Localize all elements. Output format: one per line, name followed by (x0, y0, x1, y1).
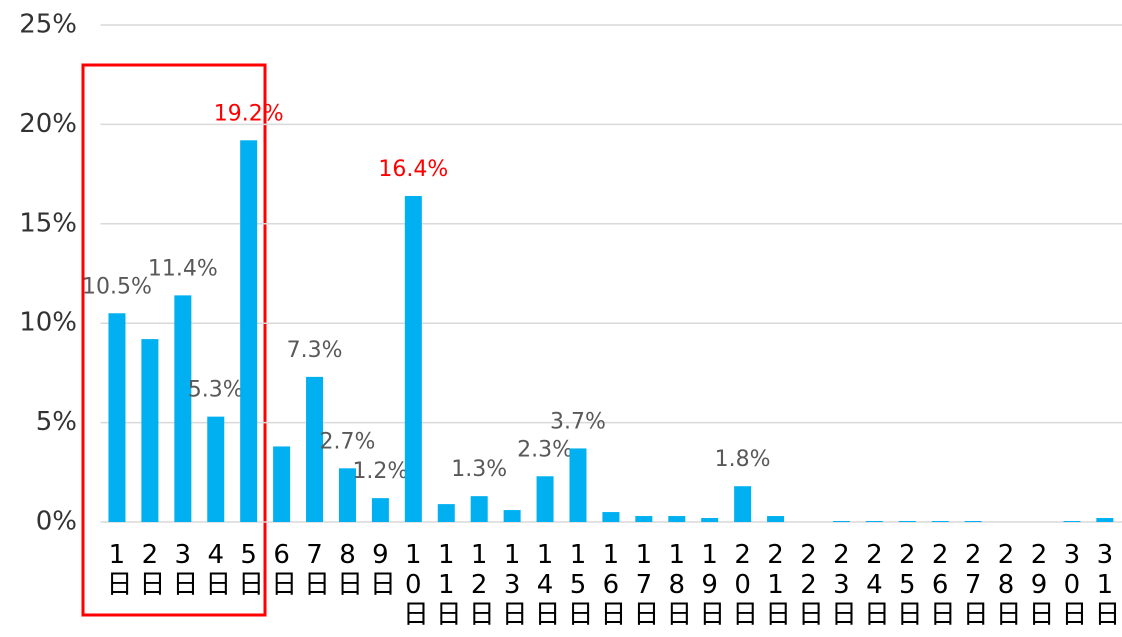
x-tick-label: 19日 (695, 540, 725, 626)
x-tick-label: 29日 (1024, 540, 1054, 626)
y-tick-label: 15% (19, 208, 77, 238)
bar (240, 140, 258, 522)
y-tick-label: 5% (36, 407, 77, 437)
x-tick-label: 25日 (892, 540, 922, 626)
x-tick-label: 28日 (991, 540, 1021, 626)
bar (371, 498, 389, 522)
y-tick-label: 0% (36, 507, 77, 537)
data-label: 1.2% (352, 459, 408, 484)
bar (1096, 518, 1114, 522)
x-tick-label: 1日 (102, 540, 132, 596)
bar (207, 416, 225, 522)
x-tick-label: 2日 (135, 540, 165, 596)
x-tick-label: 4日 (201, 540, 231, 596)
x-tick-label: 8日 (332, 540, 362, 596)
x-tick-label: 11日 (431, 540, 461, 626)
data-label: 2.3% (517, 437, 573, 462)
x-tick-label: 22日 (793, 540, 823, 626)
bar (602, 512, 620, 522)
highlight-box (81, 63, 267, 617)
bar (1063, 521, 1081, 522)
data-label: 10.5% (82, 274, 152, 299)
bar (141, 339, 159, 522)
x-tick-label: 27日 (958, 540, 988, 626)
x-tick-label: 5日 (234, 540, 264, 596)
bar (470, 496, 488, 522)
x-tick-label: 17日 (629, 540, 659, 626)
y-tick-label: 20% (19, 109, 77, 139)
y-tick-label: 10% (19, 308, 77, 338)
bar (832, 521, 850, 522)
bar (734, 486, 752, 522)
bar (404, 195, 422, 522)
x-tick-label: 18日 (662, 540, 692, 626)
bar (338, 468, 356, 522)
data-label: 5.3% (188, 378, 244, 403)
bar (536, 476, 554, 522)
bar (174, 295, 192, 522)
bar (931, 521, 949, 522)
data-label: 11.4% (148, 256, 218, 281)
bar (273, 446, 291, 522)
x-tick-label: 24日 (859, 540, 889, 626)
bar (306, 376, 324, 522)
bar (635, 516, 653, 522)
x-tick-label: 9日 (365, 540, 395, 596)
bar (437, 504, 455, 522)
x-tick-label: 26日 (925, 540, 955, 626)
x-tick-label: 6日 (267, 540, 297, 596)
bar (701, 518, 719, 522)
x-tick-label: 21日 (761, 540, 791, 626)
bar (898, 521, 916, 522)
y-tick-label: 25% (19, 10, 77, 40)
data-label: 3.7% (550, 409, 606, 434)
bar (668, 516, 686, 522)
x-tick-label: 15日 (563, 540, 593, 626)
x-tick-label: 7日 (300, 540, 330, 596)
data-label: 2.7% (320, 429, 376, 454)
data-label: 1.3% (451, 457, 507, 482)
x-tick-label: 13日 (497, 540, 527, 626)
data-label: 16.4% (378, 157, 448, 182)
data-label: 19.2% (214, 101, 284, 126)
x-tick-label: 30日 (1057, 540, 1087, 626)
x-tick-label: 10日 (398, 540, 428, 626)
x-tick-label: 16日 (596, 540, 626, 626)
bar (767, 516, 785, 522)
bar (108, 313, 126, 522)
bar (964, 521, 982, 522)
x-tick-label: 20日 (728, 540, 758, 626)
x-tick-label: 31日 (1090, 540, 1120, 626)
x-tick-label: 3日 (168, 540, 198, 596)
data-label: 1.8% (715, 447, 771, 472)
bar (503, 510, 521, 522)
bar (569, 448, 587, 522)
x-tick-label: 14日 (530, 540, 560, 626)
x-tick-label: 23日 (826, 540, 856, 626)
x-tick-label: 12日 (464, 540, 494, 626)
data-label: 7.3% (287, 338, 343, 363)
bar (865, 521, 883, 522)
